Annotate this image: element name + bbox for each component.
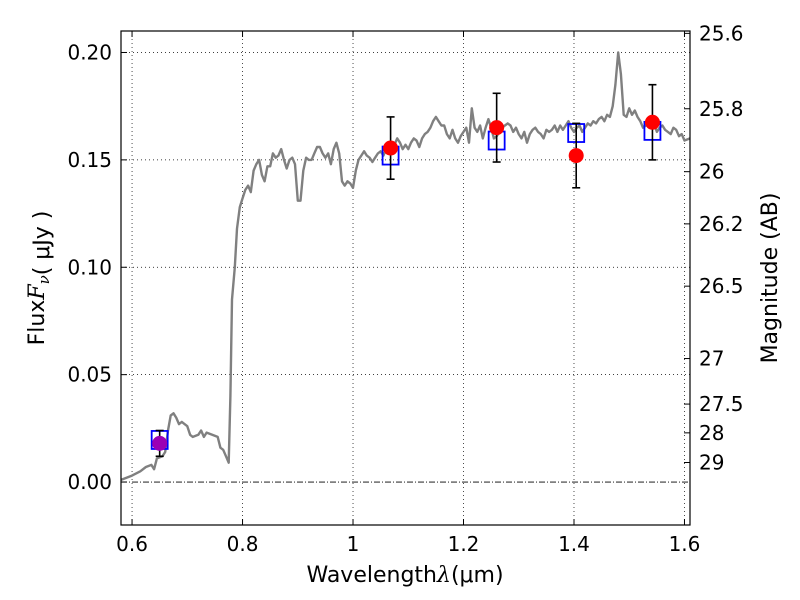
observed-flux-point — [489, 120, 505, 136]
y2-tick-label: 26.5 — [699, 274, 744, 298]
y2-tick-label: 26.2 — [699, 212, 744, 236]
y-tick-label: 0.05 — [67, 363, 112, 387]
x-tick-label: 1.4 — [558, 532, 590, 556]
x-tick-label: 1.6 — [669, 532, 701, 556]
x-axis-label-unit: (μm) — [451, 563, 504, 588]
spectrum-series — [120, 51, 691, 482]
observed-flux-point — [568, 148, 584, 164]
y-tick-label: 0.10 — [67, 255, 112, 279]
y2-axis-label: Magnitude (AB) — [758, 193, 783, 364]
y2-tick-label: 28 — [699, 421, 724, 445]
plot-frame — [120, 30, 691, 526]
spectrum-line — [120, 51, 691, 482]
y-tick-label: 0.00 — [67, 470, 112, 494]
y-axis: 0.00 0.05 0.10 0.15 0.20 — [67, 40, 127, 494]
y2-tick-label: 26 — [699, 160, 724, 184]
x-axis-label-name: Wavelength — [306, 563, 437, 588]
x-tick-label: 0.8 — [227, 532, 259, 556]
x-tick-label: 1 — [347, 532, 360, 556]
y2-tick-label: 29 — [699, 450, 724, 474]
y-tick-label: 0.20 — [67, 40, 112, 64]
observed-flux-point — [644, 114, 660, 130]
y2-tick-label: 27.5 — [699, 392, 744, 416]
y-axis-label-name: Flux — [25, 300, 50, 346]
y2-tick-label: 25.8 — [699, 97, 744, 121]
observed-flux-point — [383, 140, 399, 156]
y-axis-label-unit: ( μJy ) — [30, 211, 55, 276]
x-axis-label: Wavelengthλ(μm) — [306, 563, 503, 588]
y2-tick-label: 27 — [699, 347, 724, 371]
y-axis-label-subscript: ν — [35, 275, 53, 284]
grid-lines — [121, 31, 690, 525]
x-axis-label-symbol: λ — [436, 563, 451, 588]
y2-axis: 25.6 25.8 26 26.2 26.5 27 27.5 28 29 — [684, 21, 744, 474]
x-tick-label: 1.2 — [448, 532, 480, 556]
y-axis-label: FluxFν( μJy ) — [25, 211, 55, 346]
plot-background — [121, 31, 690, 525]
y-axis-label-symbol: F — [25, 284, 50, 301]
x-axis: 0.6 0.8 1 1.2 1.4 1.6 — [116, 31, 700, 556]
y-tick-label: 0.15 — [67, 148, 112, 172]
x-tick-label: 0.6 — [116, 532, 148, 556]
y2-tick-label: 25.6 — [699, 21, 744, 45]
observed-flux-series — [152, 83, 660, 458]
observed-flux-point — [152, 435, 168, 451]
